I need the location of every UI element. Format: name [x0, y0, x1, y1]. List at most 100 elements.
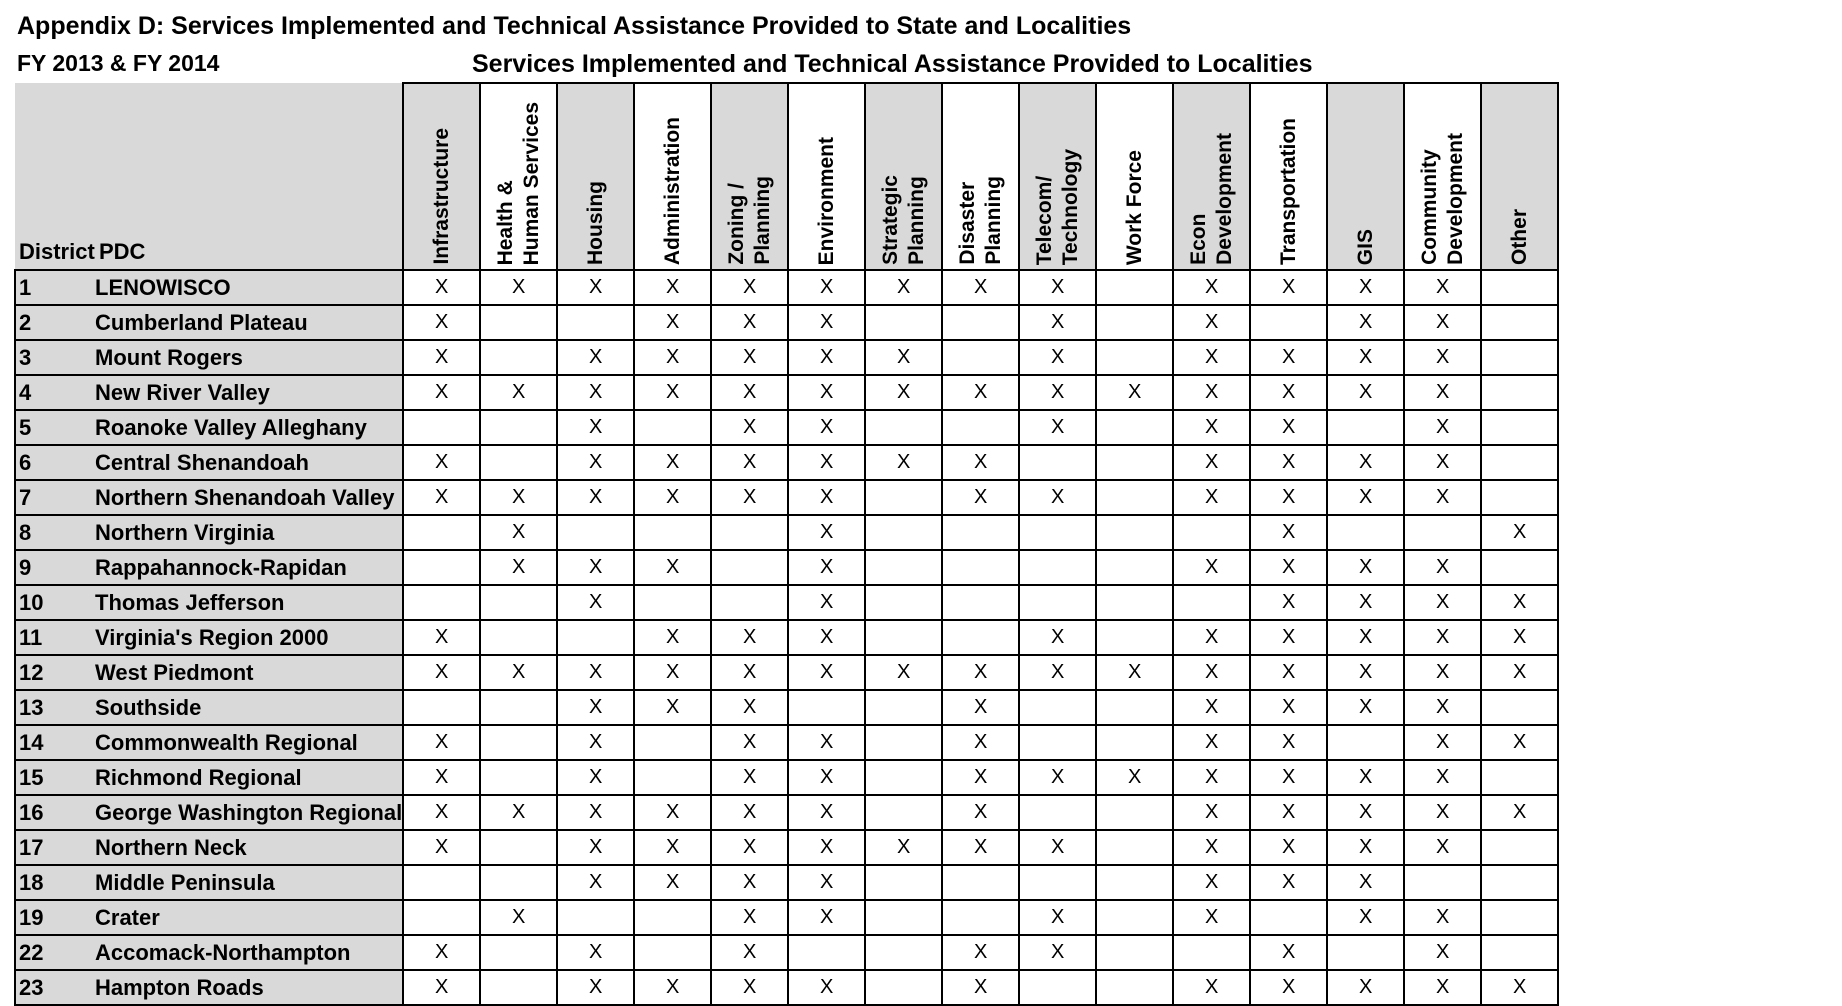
- service-cell: [1095, 724, 1175, 761]
- service-cell: X: [941, 269, 1021, 306]
- service-cell: X: [1403, 829, 1483, 866]
- district-cell: 15: [14, 759, 95, 796]
- service-cell: [864, 549, 944, 586]
- service-cell: X: [1249, 409, 1329, 446]
- service-cell: [633, 584, 713, 621]
- service-cell: [864, 409, 944, 446]
- pdc-cell: Northern Neck: [95, 829, 405, 866]
- service-cell: [1326, 514, 1406, 551]
- service-cell: [402, 549, 482, 586]
- service-cell: [941, 409, 1021, 446]
- service-cell: X: [941, 794, 1021, 831]
- service-cell: [1095, 829, 1175, 866]
- service-cell: X: [1403, 794, 1483, 831]
- pdc-cell: LENOWISCO: [95, 269, 405, 306]
- service-cell: [941, 899, 1021, 936]
- table-row: 19 Crater X X X X X X X: [14, 899, 1560, 936]
- service-cell: [402, 514, 482, 551]
- service-cell: X: [1249, 654, 1329, 691]
- pdc-header: PDC: [95, 83, 404, 270]
- pdc-cell: Accomack-Northampton: [95, 934, 405, 971]
- service-cell: X: [1326, 444, 1406, 481]
- service-header-label: Infrastructure: [429, 128, 453, 265]
- table-row: 15 Richmond Regional X X X X X X X X X X X: [14, 759, 1560, 796]
- service-cell: [710, 584, 790, 621]
- service-cell: [556, 619, 636, 656]
- service-cell: [1249, 304, 1329, 341]
- service-cell: X: [1018, 934, 1098, 971]
- service-cell: X: [710, 374, 790, 411]
- service-cell: X: [787, 549, 867, 586]
- service-cell: X: [1249, 374, 1329, 411]
- service-cell: X: [1249, 514, 1329, 551]
- service-cell: [1095, 794, 1175, 831]
- service-cell: X: [556, 829, 636, 866]
- service-header: Zoning / Planning: [710, 82, 790, 271]
- pdc-cell: Crater: [95, 899, 405, 936]
- service-cell: X: [402, 829, 482, 866]
- service-cell: [479, 409, 559, 446]
- service-cell: X: [941, 479, 1021, 516]
- service-cell: X: [1326, 269, 1406, 306]
- service-cell: X: [556, 374, 636, 411]
- pdc-cell: Southside: [95, 689, 405, 726]
- pdc-cell: Commonwealth Regional: [95, 724, 405, 761]
- service-cell: [1095, 969, 1175, 1006]
- service-cell: X: [1480, 794, 1560, 831]
- service-cell: [479, 619, 559, 656]
- service-cell: X: [787, 514, 867, 551]
- service-cell: X: [941, 374, 1021, 411]
- service-cell: [864, 304, 944, 341]
- service-cell: X: [941, 934, 1021, 971]
- service-cell: [479, 444, 559, 481]
- service-cell: X: [1172, 339, 1252, 376]
- service-cell: X: [787, 269, 867, 306]
- service-cell: [941, 584, 1021, 621]
- table-row: 12 West Piedmont X X X X X X X X X X X X X X X: [14, 654, 1560, 691]
- service-cell: X: [1249, 339, 1329, 376]
- service-header-label: Health & Human Services: [493, 101, 543, 265]
- service-cell: X: [1403, 759, 1483, 796]
- service-cell: X: [710, 759, 790, 796]
- service-cell: X: [633, 479, 713, 516]
- service-cell: X: [1095, 654, 1175, 691]
- service-cell: X: [1326, 549, 1406, 586]
- service-cell: [479, 584, 559, 621]
- service-cell: X: [402, 654, 482, 691]
- service-cell: X: [710, 339, 790, 376]
- service-header: Other: [1480, 82, 1560, 271]
- service-cell: X: [864, 444, 944, 481]
- service-cell: [633, 409, 713, 446]
- service-cell: X: [864, 829, 944, 866]
- service-cell: X: [1172, 969, 1252, 1006]
- service-cell: X: [710, 899, 790, 936]
- page-title: Appendix D: Services Implemented and Tec…: [17, 12, 1132, 40]
- service-cell: X: [941, 724, 1021, 761]
- service-header: GIS: [1326, 82, 1406, 271]
- service-cell: [787, 934, 867, 971]
- service-cell: [1480, 304, 1560, 341]
- service-cell: [1480, 444, 1560, 481]
- service-cell: X: [1403, 269, 1483, 306]
- service-cell: X: [1326, 794, 1406, 831]
- service-cell: X: [556, 794, 636, 831]
- service-cell: X: [710, 794, 790, 831]
- service-cell: X: [556, 269, 636, 306]
- service-cell: [864, 864, 944, 901]
- service-cell: [1172, 934, 1252, 971]
- service-cell: X: [1403, 654, 1483, 691]
- service-cell: X: [556, 339, 636, 376]
- service-cell: X: [787, 969, 867, 1006]
- service-cell: X: [402, 444, 482, 481]
- district-cell: 22: [14, 934, 95, 971]
- service-cell: X: [710, 934, 790, 971]
- table-row: 16 George Washington Regional X X X X X X X X X X X X: [14, 794, 1560, 831]
- service-cell: X: [1480, 619, 1560, 656]
- service-cell: X: [1480, 724, 1560, 761]
- service-cell: X: [1172, 374, 1252, 411]
- service-cell: X: [787, 654, 867, 691]
- service-cell: X: [787, 304, 867, 341]
- service-cell: [1018, 549, 1098, 586]
- service-cell: [864, 969, 944, 1006]
- district-cell: 9: [14, 549, 95, 586]
